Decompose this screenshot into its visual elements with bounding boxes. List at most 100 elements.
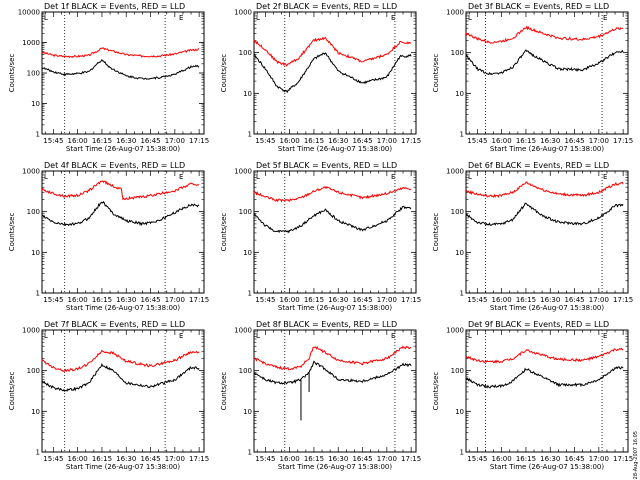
series-lld [465,25,624,44]
x-tick-label: 16:30 [328,455,348,463]
series-lld [253,345,412,371]
plot-frame [253,329,417,453]
corner-mark-l: L [256,173,260,181]
x-tick-label: 16:15 [92,296,112,304]
y-axis-label: Counts/sec [8,213,16,252]
panel-title: Det 3f BLACK = Events, RED = LLD [468,2,609,11]
plot-frame [253,11,417,135]
x-tick-label: 16:30 [116,296,136,304]
corner-mark-l: L [468,173,472,181]
x-tick-label: 15:45 [255,296,275,304]
corner-mark-e: E [603,173,607,181]
x-tick-label: 16:15 [304,455,324,463]
x-tick-label: 16:30 [116,137,136,145]
panel-title: Det 6f BLACK = Events, RED = LLD [468,161,609,170]
y-tick-label: 1 [460,131,464,139]
series-events [465,366,624,389]
y-tick-label: 1000 [446,327,464,335]
corner-mark-e: E [179,332,183,340]
series-lld [253,185,412,203]
y-tick-label: 100 [451,49,464,57]
corner-mark-e: E [603,14,607,22]
y-tick-label: 1 [460,449,464,457]
panel-8: Det 8f BLACK = Events, RED = LLD L E 1 10 100… [220,320,421,471]
y-tick-label: 10 [31,100,40,108]
corner-mark-l: L [44,14,48,22]
y-tick-label: 1 [248,131,252,139]
y-tick-label: 1000 [22,168,40,176]
panel-title: Det 5f BLACK = Events, RED = LLD [256,161,397,170]
x-tick-label: 15:45 [467,296,487,304]
corner-mark-e: E [391,14,395,22]
x-tick-label: 16:00 [492,137,512,145]
series-lld [465,347,624,365]
panel-title: Det 9f BLACK = Events, RED = LLD [468,320,609,329]
plot-frame [465,11,629,135]
x-tick-label: 16:00 [280,455,300,463]
x-tick-label: 17:15 [189,455,209,463]
x-tick-label: 15:45 [43,296,63,304]
y-tick-label: 100 [239,49,252,57]
x-axis-label: Start Time (26-Aug-07 15:38:00) [66,145,180,153]
x-tick-label: 16:15 [304,296,324,304]
plot-frame [253,170,417,294]
x-tick-label: 16:45 [352,455,372,463]
x-axis-label: Start Time (26-Aug-07 15:38:00) [66,463,180,471]
series-lld [41,180,200,201]
x-tick-label: 16:45 [352,137,372,145]
corner-mark-l: L [468,332,472,340]
x-tick-label: 16:15 [516,137,536,145]
x-tick-label: 16:00 [280,296,300,304]
x-tick-label: 16:45 [140,455,160,463]
y-tick-label: 10000 [18,9,40,17]
panel-9: Det 9f BLACK = Events, RED = LLD L E 1 10 100… [432,320,633,471]
corner-mark-e: E [179,173,183,181]
series-events [41,58,200,80]
x-tick-label: 17:15 [189,137,209,145]
x-tick-label: 17:00 [165,455,185,463]
x-axis-label: Start Time (26-Aug-07 15:38:00) [278,304,392,312]
y-axis-label: Counts/sec [220,213,228,252]
corner-mark-l: L [44,173,48,181]
panel-title: Det 2f BLACK = Events, RED = LLD [256,2,397,11]
x-tick-label: 16:15 [92,137,112,145]
x-axis-label: Start Time (26-Aug-07 15:38:00) [490,463,604,471]
x-tick-label: 17:15 [401,455,421,463]
y-tick-label: 10 [455,249,464,257]
x-tick-label: 17:15 [401,296,421,304]
x-axis-label: Start Time (26-Aug-07 15:38:00) [490,145,604,153]
y-tick-label: 100 [451,208,464,216]
x-tick-label: 17:00 [165,137,185,145]
panel-6: Det 6f BLACK = Events, RED = LLD L E 1 10 100… [432,161,633,312]
y-tick-label: 1 [36,131,40,139]
x-tick-label: 16:45 [140,137,160,145]
y-tick-label: 1000 [22,39,40,47]
x-tick-label: 16:45 [352,296,372,304]
series-events [465,202,624,226]
plot-frame [41,329,205,453]
panel-title: Det 8f BLACK = Events, RED = LLD [256,320,397,329]
series-events [253,52,412,94]
x-tick-label: 16:30 [328,296,348,304]
x-tick-label: 17:00 [589,137,609,145]
corner-mark-l: L [256,332,260,340]
y-axis-label: Counts/sec [432,54,440,93]
series-lld [41,349,200,373]
y-tick-label: 1000 [234,168,252,176]
panel-3: Det 3f BLACK = Events, RED = LLD L E 1 10 100… [432,2,633,153]
y-tick-label: 10 [243,90,252,98]
x-tick-label: 15:45 [467,137,487,145]
x-tick-label: 17:15 [613,296,633,304]
plot-frame [41,170,205,294]
x-tick-label: 16:30 [328,137,348,145]
y-tick-label: 10 [243,249,252,257]
corner-mark-l: L [44,332,48,340]
y-tick-label: 10 [31,408,40,416]
series-events [465,49,624,76]
x-axis-label: Start Time (26-Aug-07 15:38:00) [278,145,392,153]
y-tick-label: 100 [27,208,40,216]
x-tick-label: 17:00 [165,296,185,304]
y-tick-label: 1 [36,449,40,457]
x-tick-label: 16:00 [68,296,88,304]
figure-credit: 28-Aug-2007 16:05 [633,430,639,479]
